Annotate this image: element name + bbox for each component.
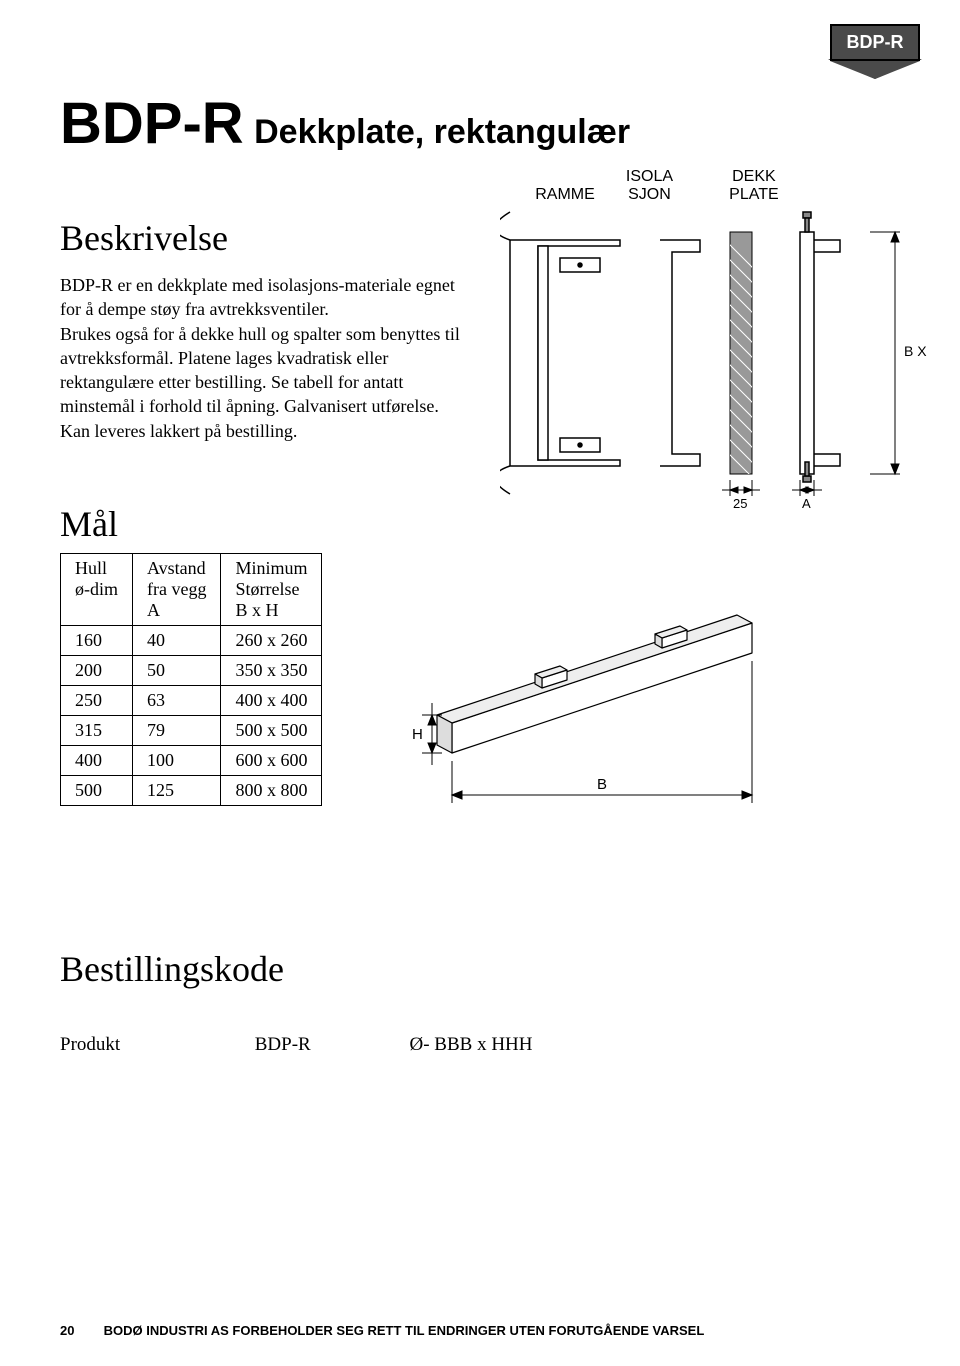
table-cell: 40 [133, 626, 221, 656]
badge-triangle [830, 61, 920, 79]
table-cell: 50 [133, 656, 221, 686]
mal-block: Mål Hull ø-dim Avstand fra vegg A Minimu… [60, 503, 322, 858]
dim-b: B [597, 776, 607, 793]
table-row: 25063400 x 400 [61, 686, 322, 716]
diagram-top-labels: RAMME ISOLA SJON DEKK PLATE [520, 168, 789, 204]
table-cell: 250 [61, 686, 133, 716]
table-cell: 400 [61, 746, 133, 776]
page-number: 20 [60, 1323, 100, 1338]
col-avstand: Avstand fra vegg A [133, 554, 221, 626]
diagram-iso: H B [382, 503, 822, 858]
table-cell: 800 x 800 [221, 776, 322, 806]
value-size: Ø- BBB x HHH [410, 1034, 533, 1056]
page-title-row: BDP-R Dekkplate, rektangulær [60, 90, 910, 157]
dim-bxh: B X H [904, 343, 930, 359]
mal-heading: Mål [60, 503, 322, 545]
table-row: 31579500 x 500 [61, 716, 322, 746]
value-code: BDP-R [255, 1034, 405, 1056]
table-row: 400100600 x 600 [61, 746, 322, 776]
table-cell: 200 [61, 656, 133, 686]
table-cell: 500 x 500 [221, 716, 322, 746]
dim-a: A [802, 496, 811, 511]
table-cell: 350 x 350 [221, 656, 322, 686]
table-row: 16040260 x 260 [61, 626, 322, 656]
table-row: 500125800 x 800 [61, 776, 322, 806]
label-produkt: Produkt [60, 1034, 250, 1056]
beskrivelse-text: BDP-R er en dekkplate med isolasjons-mat… [60, 273, 470, 443]
table-cell: 79 [133, 716, 221, 746]
product-badge: BDP-R [830, 24, 920, 79]
table-cell: 315 [61, 716, 133, 746]
produkt-row: Produkt BDP-R Ø- BBB x HHH [60, 1034, 910, 1056]
label-isola: ISOLA SJON [614, 168, 684, 204]
dim-h: H [412, 726, 423, 743]
table-cell: 260 x 260 [221, 626, 322, 656]
col-min: Minimum Størrelse B x H [221, 554, 322, 626]
diagram-top: B X H 25 A [500, 200, 930, 535]
footer-text: BODØ INDUSTRI AS FORBEHOLDER SEG RETT TI… [104, 1323, 705, 1338]
table-row: 20050350 x 350 [61, 656, 322, 686]
dim-25: 25 [733, 496, 747, 511]
bestillingskode-heading: Bestillingskode [60, 948, 910, 990]
label-dekk: DEKK PLATE [719, 168, 789, 204]
table-cell: 160 [61, 626, 133, 656]
table-cell: 100 [133, 746, 221, 776]
mal-table: Hull ø-dim Avstand fra vegg A Minimum St… [60, 553, 322, 806]
table-cell: 600 x 600 [221, 746, 322, 776]
badge-label: BDP-R [830, 24, 920, 61]
table-cell: 500 [61, 776, 133, 806]
title-name: Dekkplate, rektangulær [254, 113, 630, 151]
table-cell: 125 [133, 776, 221, 806]
table-cell: 63 [133, 686, 221, 716]
col-hull: Hull ø-dim [61, 554, 133, 626]
page-footer: 20 BODØ INDUSTRI AS FORBEHOLDER SEG RETT… [60, 1323, 910, 1338]
title-code: BDP-R [60, 91, 244, 156]
table-cell: 400 x 400 [221, 686, 322, 716]
